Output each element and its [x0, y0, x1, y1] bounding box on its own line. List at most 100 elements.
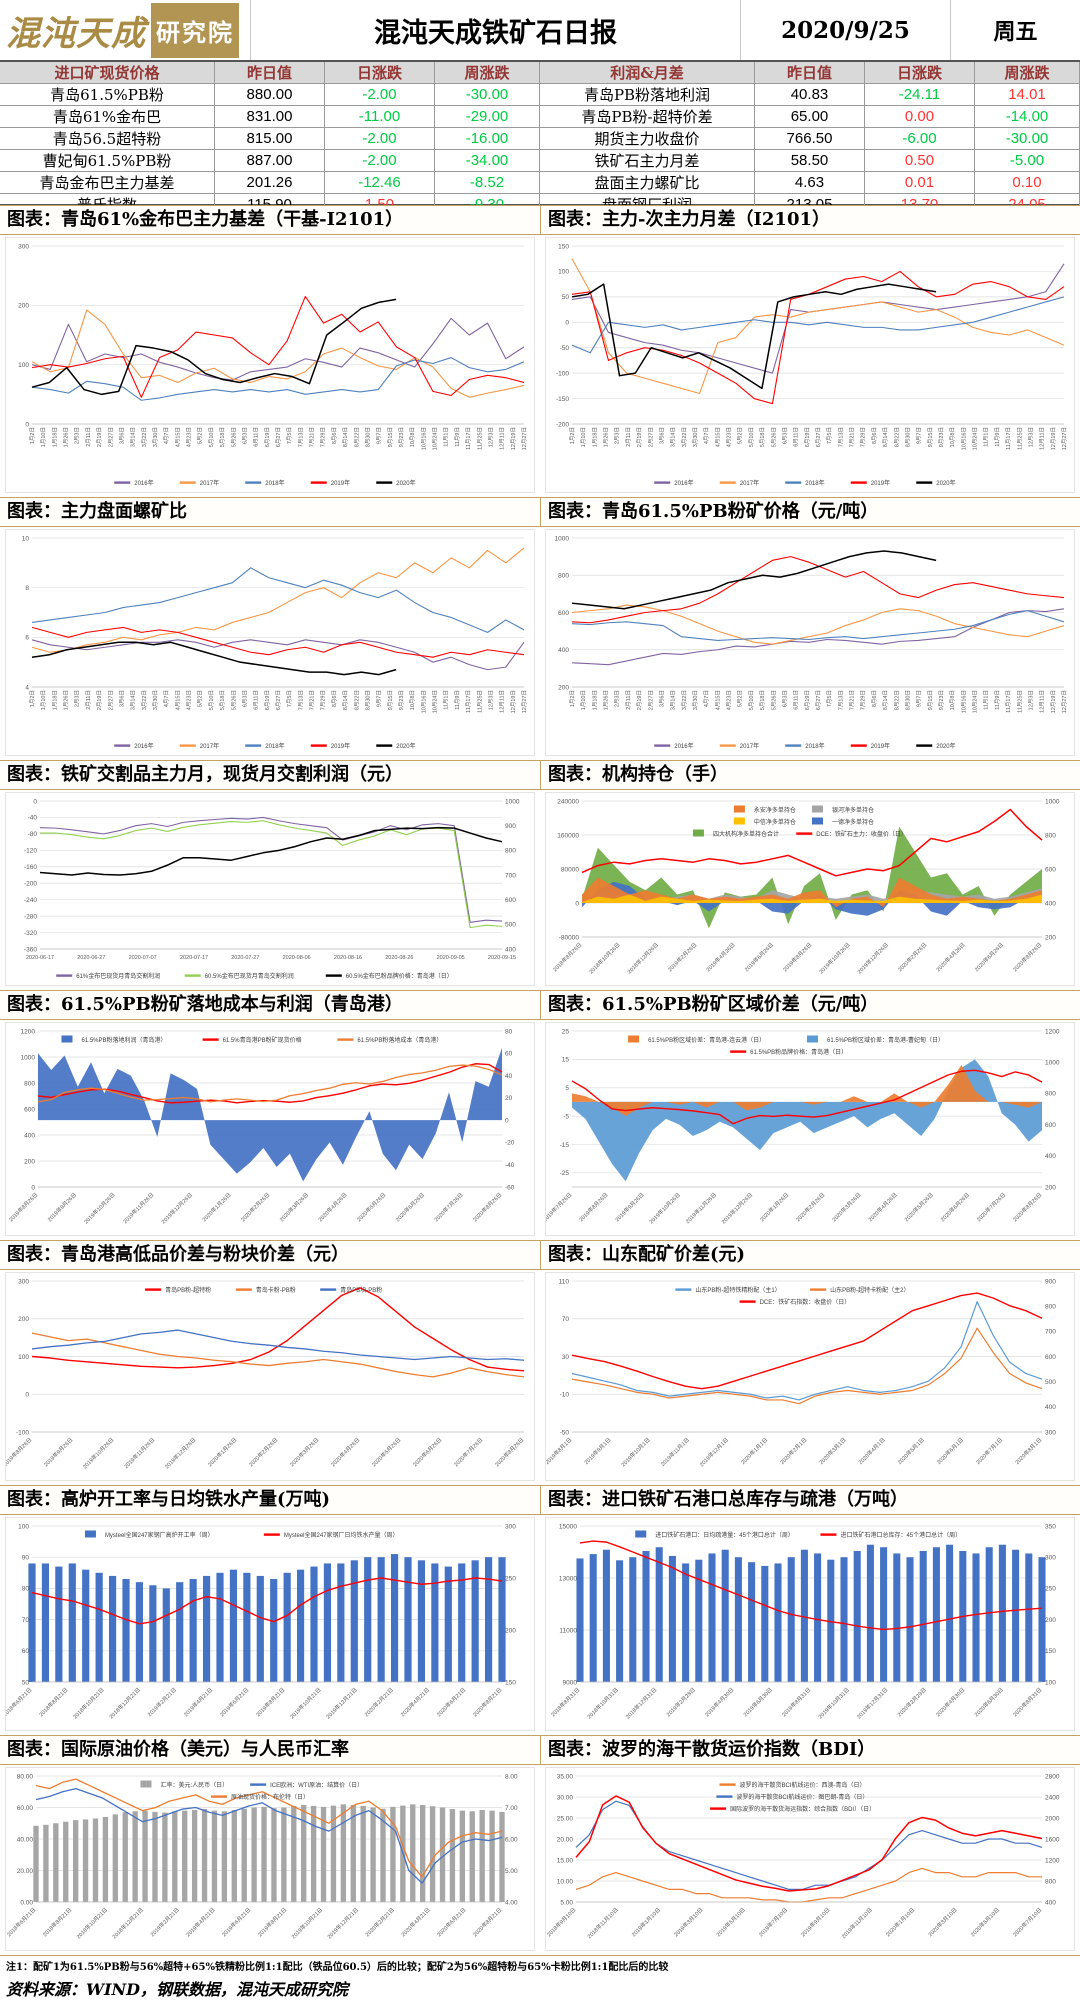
svg-text:10月16日: 10月16日	[420, 690, 427, 713]
svg-text:2018年10月26日: 2018年10月26日	[587, 941, 622, 976]
svg-text:300: 300	[18, 1278, 29, 1285]
svg-text:700: 700	[505, 872, 516, 879]
svg-text:2月27日: 2月27日	[647, 427, 654, 447]
svg-text:900: 900	[505, 823, 516, 830]
svg-text:10.00: 10.00	[557, 1878, 574, 1885]
svg-text:2019年8月31日: 2019年8月31日	[780, 1686, 812, 1718]
svg-text:11月17日: 11月17日	[1005, 690, 1012, 713]
chart-block-13: 图表：国际原油价格（美元）与人民币汇率 80.00 60.00 40.00 20.00 0…	[0, 1735, 540, 1955]
svg-text:2019年4月21日: 2019年4月21日	[184, 1906, 216, 1938]
svg-text:10月16日: 10月16日	[960, 427, 967, 450]
svg-text:8月6日: 8月6日	[871, 427, 878, 444]
svg-text:11月17日: 11月17日	[1005, 427, 1012, 450]
svg-text:15000: 15000	[559, 1523, 577, 1530]
svg-text:7月29日: 7月29日	[860, 690, 867, 710]
svg-text:2月3日: 2月3日	[614, 690, 621, 707]
svg-text:一德净多单持仓: 一德净多单持仓	[832, 818, 874, 826]
svg-text:汇率：美元:人民币（日）: 汇率：美元:人民币（日）	[161, 1781, 229, 1789]
table-header-cell: 利润&月差	[540, 62, 755, 84]
svg-text:200: 200	[18, 303, 29, 310]
svg-text:11月9日: 11月9日	[994, 690, 1001, 710]
svg-text:7月13日: 7月13日	[837, 690, 844, 710]
svg-text:1200: 1200	[1045, 1028, 1060, 1035]
svg-text:2月11日: 2月11日	[85, 427, 92, 447]
svg-text:150: 150	[505, 1679, 516, 1686]
svg-text:2020年7月26日: 2020年7月26日	[432, 1191, 464, 1223]
svg-text:2016年: 2016年	[134, 479, 153, 487]
svg-text:7月21日: 7月21日	[309, 690, 316, 710]
svg-text:2019年8月26日: 2019年8月26日	[781, 941, 813, 973]
svg-text:2019年10月1日: 2019年10月1日	[619, 1436, 651, 1468]
svg-text:6月27日: 6月27日	[815, 427, 822, 447]
svg-text:1200: 1200	[1045, 1857, 1060, 1864]
svg-text:0: 0	[31, 1184, 35, 1191]
svg-text:国际波罗的海干散货海运指数：综合指数（BDI）（日）: 国际波罗的海干散货海运指数：综合指数（BDI）（日）	[730, 1805, 875, 1813]
svg-text:5月2日: 5月2日	[197, 427, 204, 444]
row-day-change: -2.00	[325, 84, 435, 106]
svg-text:2020年1月1日: 2020年1月1日	[739, 1436, 769, 1466]
row-day-change: 0.50	[865, 150, 975, 172]
summary-tables: 进口矿现货价格 昨日值 日涨跌 周涨跌 青岛61.5%PB粉 880.00 -2.00 -30…	[0, 60, 1080, 216]
chart-block-14: 图表：波罗的海干散货运价指数（BDI） 35.00 30.00 25.00 20.00 1…	[540, 1735, 1080, 1955]
svg-text:1月18日: 1月18日	[591, 690, 598, 710]
row-week-change: 14.01	[975, 84, 1080, 106]
svg-text:2月11日: 2月11日	[85, 690, 92, 710]
svg-text:3月6日: 3月6日	[118, 690, 125, 707]
svg-text:2020年5月1日: 2020年5月1日	[896, 1436, 926, 1466]
svg-text:永安净多单持仓: 永安净多单持仓	[754, 806, 796, 814]
svg-text:2019年7月10日: 2019年7月10日	[757, 1906, 789, 1938]
svg-text:7月5日: 7月5日	[826, 690, 833, 707]
svg-text:8月6日: 8月6日	[331, 690, 338, 707]
svg-text:2020年: 2020年	[936, 742, 955, 750]
svg-text:250: 250	[1045, 1586, 1056, 1593]
svg-text:100: 100	[558, 269, 569, 276]
svg-text:Mysteel全国247家钢厂日均铁水产量（周）: Mysteel全国247家钢厂日均铁水产量（周）	[284, 1531, 399, 1539]
svg-text:600: 600	[24, 1106, 35, 1113]
chart-title: 图表：主力盘面螺矿比	[0, 497, 540, 527]
svg-text:2020年7月26日: 2020年7月26日	[975, 1191, 1007, 1223]
svg-text:2019年2月21日: 2019年2月21日	[146, 1686, 178, 1718]
svg-text:7月5日: 7月5日	[826, 427, 833, 444]
svg-text:2019年5月10日: 2019年5月10日	[714, 1906, 746, 1938]
svg-text:2020年5月26日: 2020年5月26日	[355, 1191, 387, 1223]
svg-text:11月1日: 11月1日	[983, 427, 990, 447]
svg-text:-40: -40	[28, 815, 38, 822]
svg-text:2019年9月26日: 2019年9月26日	[613, 1191, 645, 1223]
svg-text:11月25日: 11月25日	[1016, 427, 1023, 450]
svg-text:5: 5	[565, 1085, 569, 1092]
svg-text:2020年4月1日: 2020年4月1日	[856, 1436, 886, 1466]
svg-text:11月1日: 11月1日	[443, 427, 450, 447]
svg-text:400: 400	[1045, 1153, 1056, 1160]
svg-text:61.5%PB粉落地成本（青岛港）: 61.5%PB粉落地成本（青岛港）	[357, 1036, 442, 1044]
chart-canvas: 35.00 30.00 25.00 20.00 15.00 10.00 5.00 2800 24…	[545, 1767, 1075, 1951]
svg-text:0: 0	[565, 320, 569, 327]
svg-text:7月21日: 7月21日	[849, 427, 856, 447]
svg-text:30.00: 30.00	[557, 1794, 574, 1801]
svg-text:青岛卡粉-PB粉: 青岛卡粉-PB粉	[256, 1286, 296, 1294]
svg-text:2019年8月26日: 2019年8月26日	[6, 1436, 33, 1468]
svg-text:2020年8月21日: 2020年8月21日	[471, 1906, 503, 1938]
svg-text:2020-08-06: 2020-08-06	[283, 955, 311, 961]
svg-text:-20: -20	[505, 1140, 515, 1147]
svg-text:-100: -100	[16, 1429, 29, 1436]
svg-text:2019年12月31日: 2019年12月31日	[855, 1686, 890, 1721]
svg-text:10月16日: 10月16日	[420, 427, 427, 450]
svg-text:DCE：铁矿石指数：收盘价（日）: DCE：铁矿石指数：收盘价（日）	[760, 1298, 851, 1306]
svg-text:300: 300	[505, 1523, 516, 1530]
svg-text:60.5%金布巴粉品牌价格：青岛港（日）: 60.5%金布巴粉品牌价格：青岛港（日）	[346, 972, 453, 980]
svg-text:原油现货价格：布伦特（日）: 原油现货价格：布伦特（日）	[231, 1793, 309, 1801]
svg-text:11月1日: 11月1日	[443, 690, 450, 710]
row-day-change: -24.11	[865, 84, 975, 106]
logo-script-text: 混沌天成	[6, 13, 146, 54]
svg-text:8月6日: 8月6日	[331, 427, 338, 444]
svg-text:2020年3月26日: 2020年3月26日	[830, 1191, 862, 1223]
data-source: 资料来源：WIND，钢联数据，混沌天成研究院	[6, 1980, 348, 1999]
svg-text:12月27日: 12月27日	[521, 427, 528, 450]
chart-block-9: 图表：青岛港高低品价差与粉块价差（元） 300 200 100 0 -100 2019年8月…	[0, 1240, 540, 1485]
svg-text:2019年: 2019年	[331, 742, 350, 750]
svg-text:2020年2月26日: 2020年2月26日	[794, 1191, 826, 1223]
svg-text:2月19日: 2月19日	[96, 427, 103, 447]
svg-text:2018年: 2018年	[805, 479, 824, 487]
svg-text:2月19日: 2月19日	[636, 427, 643, 447]
svg-text:6月3日: 6月3日	[241, 690, 248, 707]
